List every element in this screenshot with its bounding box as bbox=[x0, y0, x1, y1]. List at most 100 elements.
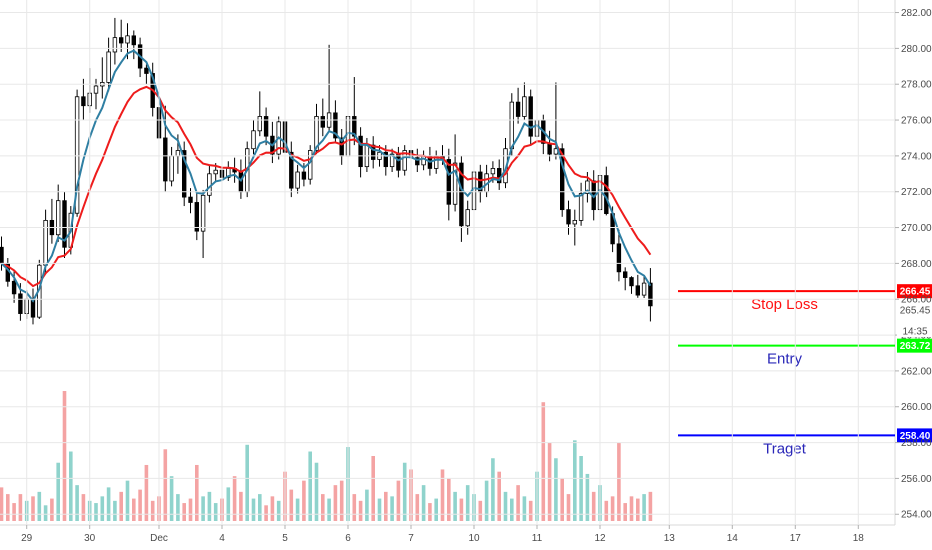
candle-body bbox=[446, 159, 451, 205]
price-tag-label: 258.40 bbox=[900, 431, 931, 442]
time-tick-label: 4 bbox=[219, 533, 225, 544]
volume-bar bbox=[327, 498, 331, 521]
volume-bar bbox=[163, 449, 168, 521]
volume-bar bbox=[207, 491, 212, 521]
candle-body bbox=[119, 37, 124, 44]
volume-bar bbox=[428, 503, 432, 521]
candle-body bbox=[169, 155, 174, 182]
time-tick-label: 12 bbox=[594, 533, 606, 544]
volume-bar bbox=[629, 496, 634, 521]
price-tick-label: 274.00 bbox=[901, 151, 932, 162]
volume-bar bbox=[579, 456, 583, 521]
volume-bar bbox=[566, 494, 571, 521]
volume-bar bbox=[610, 496, 615, 521]
candle-body bbox=[131, 35, 136, 46]
time-tick-label: 17 bbox=[790, 533, 802, 544]
volume-bar bbox=[491, 458, 495, 521]
volume-bar bbox=[188, 498, 193, 521]
candle-body bbox=[333, 112, 338, 139]
candle-body bbox=[125, 35, 130, 44]
candle-body bbox=[515, 101, 521, 117]
candle-body bbox=[238, 171, 244, 193]
volume-bar bbox=[333, 485, 338, 521]
volume-bar bbox=[100, 496, 105, 521]
moving-averages bbox=[0, 49, 652, 303]
volume-bar bbox=[371, 456, 375, 521]
volume-bar bbox=[264, 505, 268, 521]
candle-body bbox=[175, 150, 181, 157]
volume-bar bbox=[377, 498, 382, 521]
volume-bar bbox=[18, 494, 23, 521]
volume-bar bbox=[232, 476, 237, 521]
time-tick-label: 7 bbox=[408, 533, 414, 544]
candle-body bbox=[194, 202, 199, 232]
volume-bar bbox=[415, 494, 420, 521]
candle-body bbox=[641, 282, 647, 296]
volume-bar bbox=[365, 489, 369, 521]
volume-bar bbox=[453, 491, 457, 521]
price-tick-label: 262.00 bbox=[901, 366, 932, 377]
candle-body bbox=[370, 144, 376, 160]
volume-bar bbox=[56, 462, 60, 521]
level-label-entry: Entry bbox=[767, 351, 803, 368]
volume-bar bbox=[447, 478, 451, 521]
candle-body bbox=[623, 271, 628, 278]
candle-body bbox=[566, 209, 571, 225]
volume-bar bbox=[396, 480, 401, 521]
volume-bar bbox=[503, 491, 508, 521]
volume-bar bbox=[516, 485, 520, 521]
volume-bar bbox=[648, 491, 653, 521]
volume-bar bbox=[75, 485, 79, 521]
candle-body bbox=[181, 150, 187, 198]
ema-fast-line bbox=[0, 49, 652, 303]
volume-bar bbox=[258, 494, 262, 521]
volume-bar bbox=[213, 503, 218, 521]
price-tick-label: 270.00 bbox=[901, 223, 932, 234]
time-axis[interactable]: 29 30 Dec 4 5 6 7 10 11 12 13 14 17 18 bbox=[21, 0, 864, 544]
volume-bar bbox=[560, 478, 564, 521]
candle-body bbox=[585, 180, 590, 194]
price-tick-label: 254.00 bbox=[901, 510, 932, 521]
candle-body bbox=[389, 153, 395, 168]
volume-bar bbox=[617, 442, 621, 521]
candle-body bbox=[572, 219, 577, 225]
volume-bar bbox=[604, 500, 609, 521]
time-tick-label: 30 bbox=[84, 533, 96, 544]
candle-body bbox=[352, 116, 357, 137]
volume-bar bbox=[37, 491, 42, 521]
price-axis[interactable]: 282.00 280.00 278.00 276.00 274.00 272.00 270.… bbox=[0, 8, 932, 521]
countdown-tag: 14:35 bbox=[902, 327, 927, 338]
candle-body bbox=[547, 142, 552, 155]
volume-bar bbox=[0, 487, 4, 521]
candle-body bbox=[213, 169, 218, 175]
price-tick-label: 260.00 bbox=[901, 402, 932, 413]
volume-bar bbox=[484, 480, 489, 521]
candle-body bbox=[0, 246, 4, 264]
price-tick-label: 266.00 bbox=[901, 295, 932, 306]
time-tick-label: 6 bbox=[345, 533, 351, 544]
volume-bar bbox=[43, 505, 48, 521]
volume-bar bbox=[390, 496, 394, 521]
volume-bar bbox=[132, 498, 136, 521]
price-tag-background bbox=[897, 428, 932, 443]
candle-body bbox=[112, 37, 118, 53]
volume-bar bbox=[138, 489, 142, 521]
candle-body bbox=[18, 293, 23, 314]
volume-bar bbox=[358, 500, 363, 521]
volume-bar bbox=[276, 500, 281, 521]
volume-bar bbox=[289, 489, 294, 521]
candle-body bbox=[289, 151, 294, 189]
volume-bar bbox=[6, 494, 10, 521]
candle-body bbox=[490, 168, 496, 175]
price-tick-label: 272.00 bbox=[901, 187, 932, 198]
volume-bar bbox=[251, 498, 256, 521]
volume-bar bbox=[94, 503, 98, 521]
volume-bar bbox=[226, 487, 231, 521]
price-tag-background bbox=[897, 338, 932, 353]
volume-bar bbox=[314, 462, 319, 521]
volume-bar bbox=[182, 503, 186, 521]
candle-body bbox=[528, 96, 533, 137]
volume-bar bbox=[339, 480, 344, 521]
